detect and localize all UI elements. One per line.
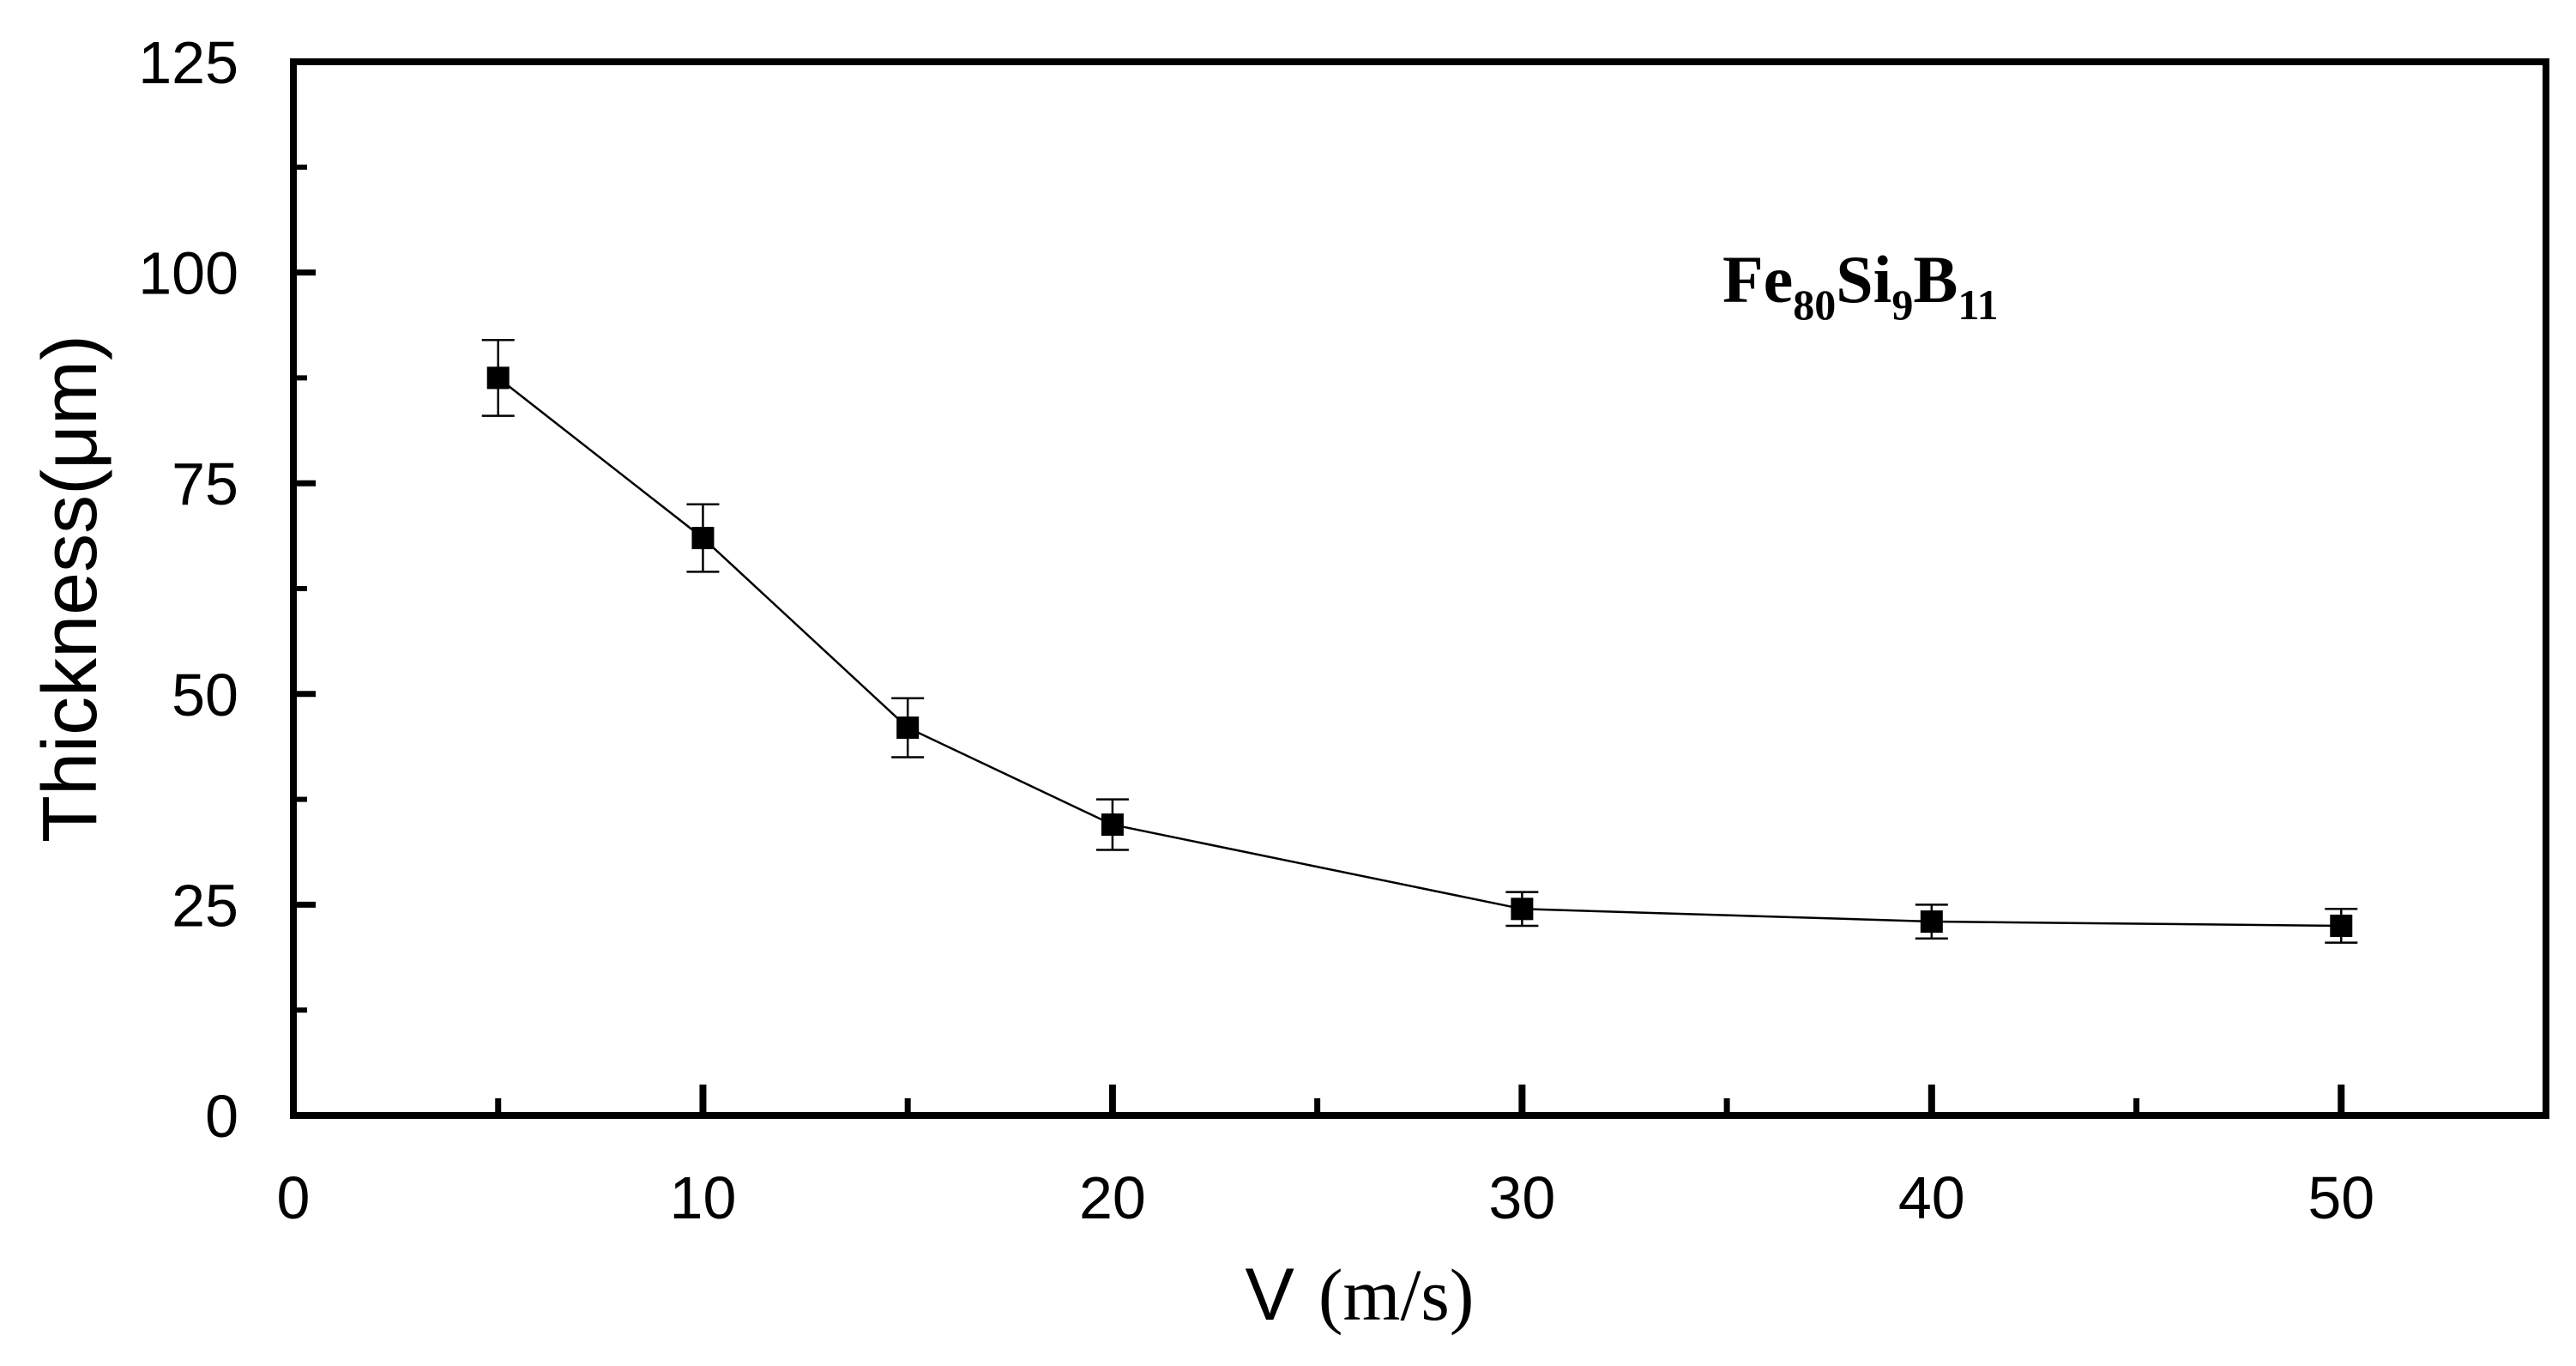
- y-tick-label: 0: [205, 1083, 238, 1150]
- series-layer: [481, 338, 2358, 944]
- x-tick-label: 30: [1488, 1164, 1555, 1231]
- x-tick-label: 40: [1898, 1164, 1965, 1231]
- x-tick-label: 50: [2308, 1164, 2374, 1231]
- annotation-subscript: 9: [1891, 281, 1913, 329]
- y-tick-label: 25: [172, 872, 238, 939]
- annotation-text: Si: [1836, 242, 1891, 317]
- data-point: [1920, 910, 1943, 934]
- data-point: [1511, 898, 1534, 921]
- annotation-subscript: 11: [1958, 281, 1998, 329]
- x-axis-title: V (m/s): [1246, 1254, 1475, 1336]
- y-tick-label: 75: [172, 450, 238, 517]
- data-point: [691, 527, 715, 550]
- y-tick-label: 50: [172, 662, 238, 728]
- y-tick-label: 100: [138, 240, 238, 307]
- data-point: [896, 716, 920, 740]
- data-point: [1101, 813, 1124, 837]
- x-tick-label: 10: [670, 1164, 737, 1231]
- annotation-subscript: 80: [1793, 281, 1836, 329]
- x-axis-title-unit: (m/s): [1318, 1254, 1475, 1336]
- series-line: [497, 377, 2342, 928]
- x-tick-label: 20: [1079, 1164, 1146, 1231]
- x-axis-title-main: V: [1246, 1254, 1294, 1336]
- plot-frame: [290, 58, 2549, 1119]
- tick-labels: 0 25 50 75 100 125 0 10 20 30 40 50: [138, 29, 2374, 1231]
- data-point: [486, 366, 510, 390]
- y-axis-title: Thickness(μm): [27, 335, 113, 843]
- x-tick-label: 0: [277, 1164, 311, 1231]
- annotation-text: B: [1913, 242, 1958, 317]
- axis-ticks: [293, 164, 2345, 1115]
- annotation-text: Fe: [1722, 242, 1793, 317]
- data-point: [2330, 914, 2353, 937]
- alloy-composition-annotation: Fe80Si9B11: [1722, 242, 1999, 329]
- y-tick-label: 125: [138, 29, 238, 96]
